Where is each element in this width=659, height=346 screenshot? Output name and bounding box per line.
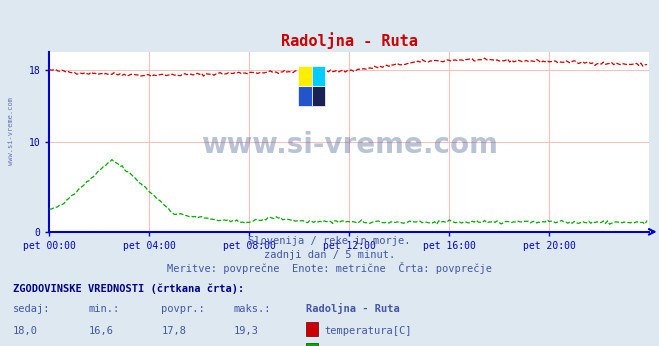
Bar (312, 66, 326, 86)
Text: 16,6: 16,6 (89, 326, 114, 336)
Text: min.:: min.: (89, 304, 120, 315)
Text: Slovenija / reke in morje.: Slovenija / reke in morje. (248, 236, 411, 246)
Text: ZGODOVINSKE VREDNOSTI (črtkana črta):: ZGODOVINSKE VREDNOSTI (črtkana črta): (13, 284, 244, 294)
Text: 18,0: 18,0 (13, 326, 38, 336)
Text: 19,3: 19,3 (234, 326, 259, 336)
Bar (312, 86, 326, 106)
Text: www.si-vreme.com: www.si-vreme.com (201, 131, 498, 160)
Text: povpr.:: povpr.: (161, 304, 205, 315)
Title: Radoljna - Ruta: Radoljna - Ruta (281, 33, 418, 49)
Text: 17,8: 17,8 (161, 326, 186, 336)
Text: maks.:: maks.: (234, 304, 272, 315)
Bar (299, 86, 312, 106)
Text: Meritve: povprečne  Enote: metrične  Črta: povprečje: Meritve: povprečne Enote: metrične Črta:… (167, 262, 492, 274)
Text: www.si-vreme.com: www.si-vreme.com (8, 98, 14, 165)
Bar (299, 66, 312, 86)
Text: temperatura[C]: temperatura[C] (325, 326, 413, 336)
Text: Radoljna - Ruta: Radoljna - Ruta (306, 303, 400, 315)
Text: sedaj:: sedaj: (13, 304, 51, 315)
Text: zadnji dan / 5 minut.: zadnji dan / 5 minut. (264, 250, 395, 260)
